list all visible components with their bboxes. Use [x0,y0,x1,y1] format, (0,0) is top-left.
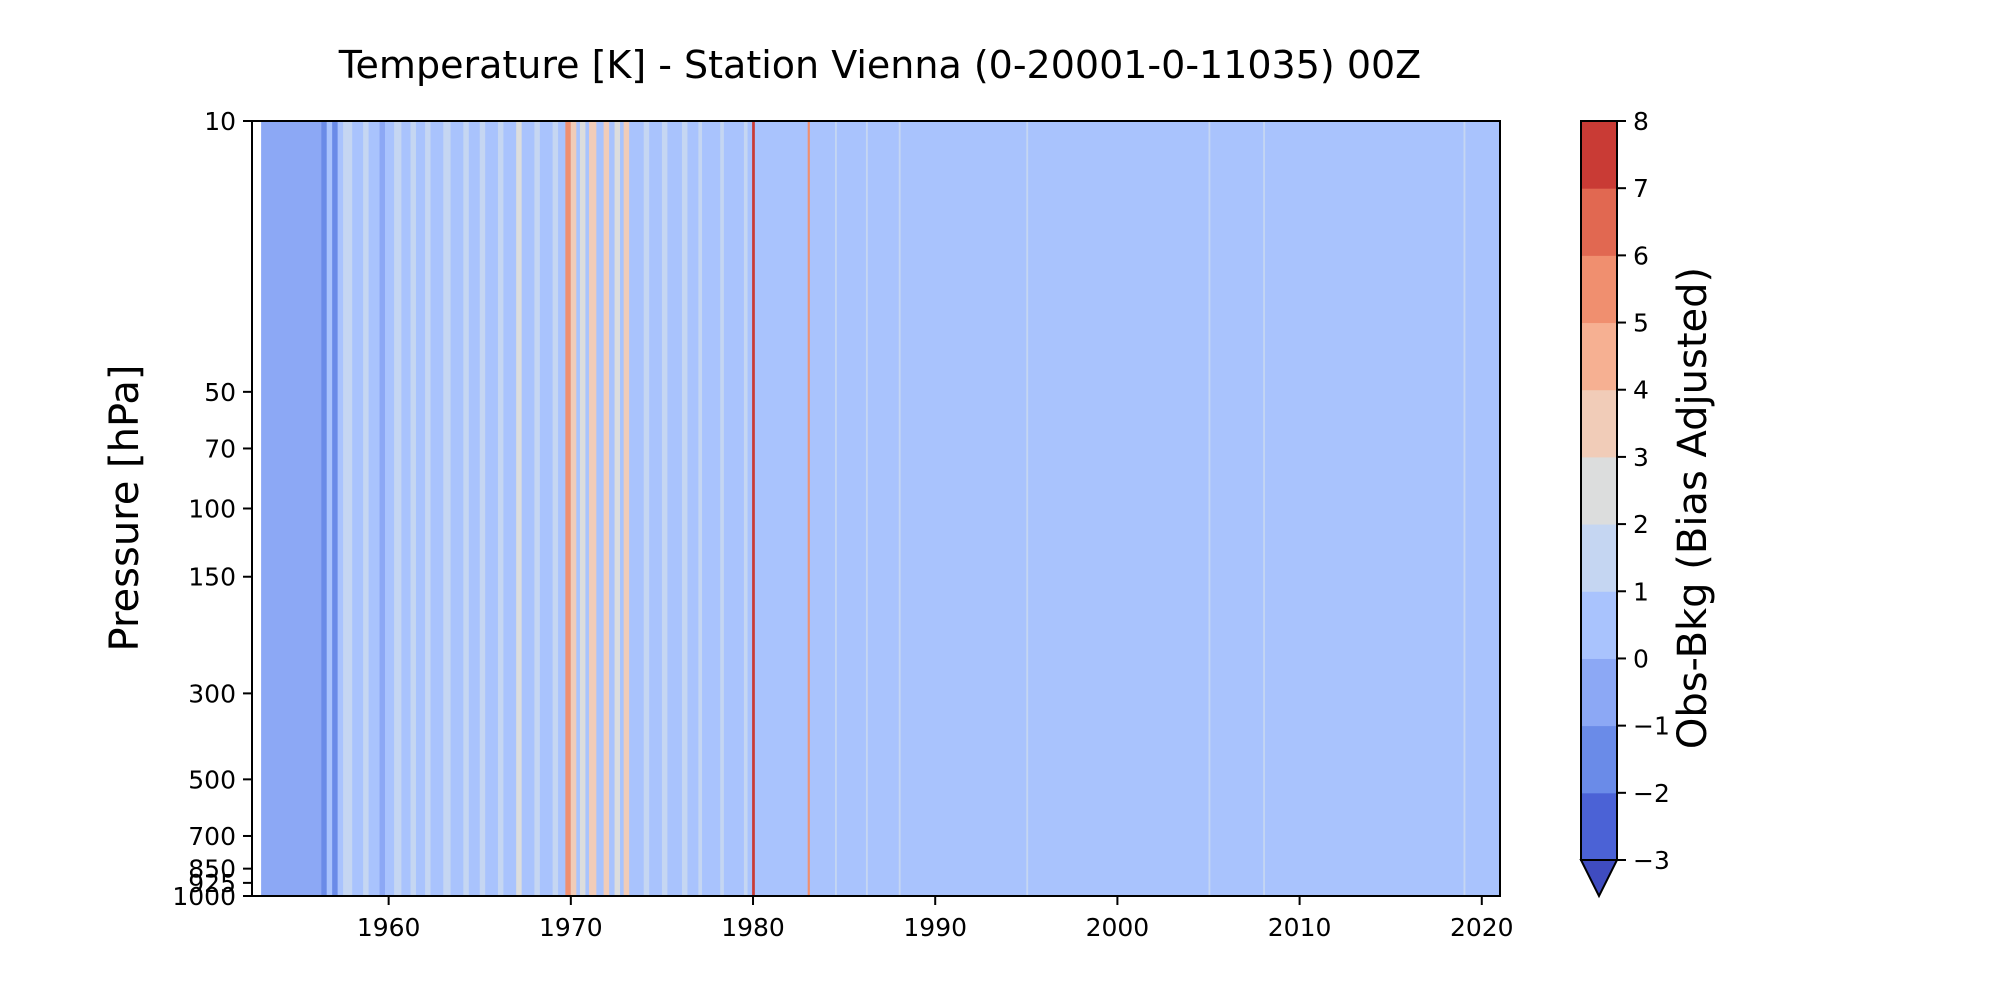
x-tick-label: 2020 [1450,913,1514,942]
data-band-33 [898,121,901,896]
colorbar-segment [1581,591,1617,659]
y-tick-label: 70 [204,434,236,463]
colorbar-tick-label: −1 [1633,712,1670,741]
y-tick-label: 700 [188,822,236,851]
data-band-24 [661,121,668,896]
colorbar-tick-label: 3 [1633,443,1649,472]
data-band-18 [579,121,586,896]
data-band-10 [463,121,469,896]
colorbar-tick-label: 7 [1633,174,1649,203]
data-band-9 [443,121,451,896]
data-band-11 [479,121,486,896]
y-tick-label: 500 [188,765,236,794]
colorbar-segment [1581,792,1617,861]
x-tick-label: 1970 [539,913,603,942]
colorbar-tick-label: 8 [1633,107,1649,136]
colorbar-segment [1581,725,1617,794]
data-band-12 [497,121,504,896]
y-tick-label: 10 [204,107,236,136]
colorbar-tick-label: 0 [1633,644,1649,673]
colorbar-segment [1581,188,1617,256]
data-band-30 [807,121,810,896]
x-tick-label: 2010 [1268,913,1332,942]
colorbar-tick-label: 1 [1633,577,1649,606]
colorbar-segment [1581,322,1617,391]
colorbar-segment [1581,389,1617,458]
data-band-29 [752,121,755,896]
data-band-37 [1463,121,1466,896]
colorbar-tick-label: −3 [1633,846,1670,875]
colorbar-tick-label: 5 [1633,309,1649,338]
colorbar-tick-label: −2 [1633,779,1670,808]
data-band-1 [321,121,327,896]
data-band-28 [743,121,748,896]
data-band-6 [394,121,402,896]
data-band-20 [603,121,610,896]
y-tick-label: 100 [188,495,236,524]
data-band-16 [565,121,571,896]
y-tick-label: 50 [204,378,236,407]
data-band-27 [720,121,724,896]
colorbar-segment [1581,255,1617,324]
colorbar-tick-label: 2 [1633,510,1649,539]
data-band-35 [1208,121,1211,896]
colorbar-segment [1581,658,1617,727]
left-data-edge [252,121,310,896]
data-band-36 [1263,121,1265,896]
y-axis-label: Pressure [hPa] [102,365,148,652]
colorbar-segment [1581,121,1617,189]
y-tick-label: 850 [188,855,236,884]
data-band-34 [1026,121,1029,896]
data-band-0 [261,121,322,896]
data-band-25 [681,121,688,896]
colorbar-tick-label: 6 [1633,241,1649,270]
x-axis: 1960 1970 1980 1990 2000 2010 2020 [357,896,1514,942]
data-band-21 [614,121,621,896]
data-band-7 [410,121,416,896]
data-band-5 [379,121,385,896]
plot-area [252,121,1500,896]
plot-background [252,121,1500,896]
data-band-17 [570,121,577,896]
y-tick-label: 300 [188,679,236,708]
y-tick-label: 150 [188,563,236,592]
colorbar-segment [1581,456,1617,525]
colorbar-under-triangle [1579,859,1619,899]
y-tick-label: 925 [188,869,236,898]
colorbar-tick-label: 4 [1633,376,1649,405]
x-tick-label: 1990 [903,913,967,942]
chart-title: Temperature [K] - Station Vienna (0-2000… [338,43,1421,87]
x-tick-label: 1980 [721,913,785,942]
data-band-13 [516,121,522,896]
data-band-15 [552,121,559,896]
data-band-8 [425,121,431,896]
y-tick-label: 1000 [172,882,236,911]
data-band-4 [363,121,369,896]
colorbar-label: Obs-Bkg (Bias Adjusted) [1670,267,1716,749]
colorbar-segment [1581,524,1617,592]
data-band-3 [343,121,353,896]
bands-layer [261,121,1466,896]
data-band-32 [865,121,868,896]
data-band-2 [332,121,338,896]
colorbar-frame [1580,120,1618,861]
x-tick-label: 1960 [357,913,421,942]
data-band-22 [623,121,630,896]
x-tick-label: 2000 [1086,913,1150,942]
colorbar: −3 −2 −1 0 1 2 3 4 5 6 7 8 [1579,107,1670,899]
data-band-14 [534,121,540,896]
data-band-26 [698,121,703,896]
data-band-31 [835,121,837,896]
data-band-23 [643,121,650,896]
data-band-19 [589,121,597,896]
